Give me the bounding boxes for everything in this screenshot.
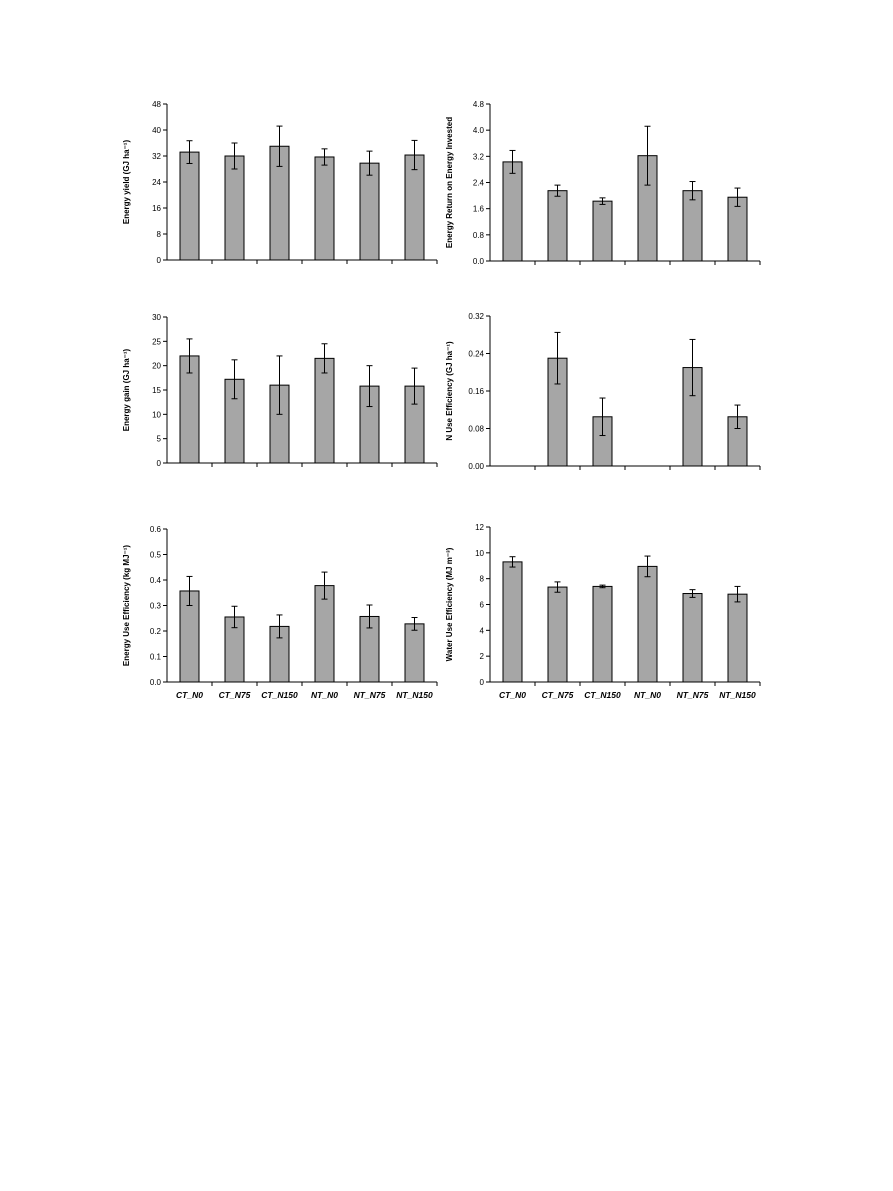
bar-NT_N0 [314,585,335,683]
bar-CT_N150 [592,200,613,262]
chart-5: 0 2 4 6 8 10 12 Water Use Efficiency (MJ m⁻³) CT… [445,523,761,700]
bar-CT_N75 [224,155,245,261]
y-tick-label: 0.32 [468,312,484,321]
bar-NT_N75 [682,593,703,683]
x-tick-label: NT_N75 [677,690,709,700]
y-axis-label: Water Use Efficiency (MJ m⁻³) [445,547,454,661]
chart-2: 0 5 10 15 20 25 30 Energy gain (GJ ha⁻¹) [122,313,438,468]
bar-CT_N150 [592,585,613,683]
y-tick-label: 8 [480,575,485,584]
bar-NT_N150 [727,593,748,683]
y-tick-label: 20 [152,362,161,371]
y-tick-label: 30 [152,313,161,322]
chart-3: 0.00 0.08 0.16 0.24 0.32 N Use Efficiency (GJ… [445,312,761,471]
x-tick-label: NT_N75 [354,690,386,700]
y-tick-label: 3.2 [473,152,485,161]
y-tick-label: 0 [480,678,485,687]
x-tick-label: CT_N150 [584,690,621,700]
y-axis-label: Energy yield (GJ ha⁻¹) [122,140,131,225]
y-tick-label: 0.0 [150,678,162,687]
chart-0: 0 8 16 24 32 40 48 Energy yield (GJ ha⁻¹) [122,100,438,265]
chart-4: 0.0 0.1 0.2 0.3 0.4 0.5 0.6 Energy Use Efficien… [122,525,438,700]
y-tick-label: 0 [157,459,162,468]
x-tick-label: CT_N0 [499,690,526,700]
y-tick-label: 8 [157,230,162,239]
y-tick-label: 0.16 [468,387,484,396]
y-axis-label: Energy gain (GJ ha⁻¹) [122,348,131,431]
y-axis-label: Energy Return on Energy Invested [445,117,454,248]
bar-NT_N150 [404,154,425,261]
y-tick-label: 0.0 [473,257,485,266]
y-tick-label: 2.4 [473,179,485,188]
y-tick-label: 10 [475,549,484,558]
x-tick-label: CT_N150 [261,690,298,700]
x-tick-label: NT_N0 [634,690,661,700]
y-tick-label: 4.0 [473,126,485,135]
y-axis-label: Energy Use Efficiency (kg MJ⁻¹) [122,545,131,666]
y-tick-label: 16 [152,204,161,213]
bar-NT_N150 [404,623,425,683]
y-tick-label: 4 [480,626,485,635]
y-tick-label: 12 [475,523,484,532]
y-tick-label: 0.4 [150,576,162,585]
chart-1: 0.0 0.8 1.6 2.4 3.2 4.0 4.8 Energy Return on En… [445,100,761,266]
y-tick-label: 2 [480,652,485,661]
y-tick-label: 0.00 [468,462,484,471]
bar-CT_N75 [547,586,568,683]
x-tick-label: NT_N150 [396,690,433,700]
y-tick-label: 0.6 [150,525,162,534]
y-tick-label: 0 [157,256,162,265]
y-tick-label: 0.8 [473,231,485,240]
y-tick-label: 10 [152,410,161,419]
x-tick-label: NT_N0 [311,690,338,700]
y-tick-label: 0.2 [150,627,162,636]
y-tick-label: 1.6 [473,205,485,214]
y-tick-label: 0.24 [468,350,484,359]
y-tick-label: 32 [152,152,161,161]
bar-CT_N75 [547,190,568,262]
y-tick-label: 40 [152,126,161,135]
y-tick-label: 0.08 [468,425,484,434]
y-tick-label: 48 [152,100,161,109]
bar-CT_N0 [502,561,523,683]
y-tick-label: 4.8 [473,100,485,109]
bar-NT_N75 [682,190,703,262]
y-tick-label: 25 [152,337,161,346]
x-tick-label: CT_N75 [542,690,574,700]
bar-CT_N0 [502,161,523,262]
y-tick-label: 5 [157,435,162,444]
y-tick-label: 15 [152,386,161,395]
x-tick-label: NT_N150 [719,690,756,700]
y-tick-label: 0.3 [150,602,162,611]
bar-NT_N0 [637,565,658,683]
x-tick-label: CT_N75 [219,690,251,700]
y-tick-label: 0.5 [150,551,162,560]
bar-NT_N0 [314,156,335,261]
y-tick-label: 24 [152,178,161,187]
y-tick-label: 6 [480,601,485,610]
y-tick-label: 0.1 [150,653,162,662]
bar-NT_N75 [359,162,380,261]
y-axis-label: N Use Efficiency (GJ ha⁻¹) [445,341,454,441]
x-tick-label: CT_N0 [176,690,203,700]
bar-CT_N0 [179,151,200,261]
bar-NT_N0 [314,357,335,464]
